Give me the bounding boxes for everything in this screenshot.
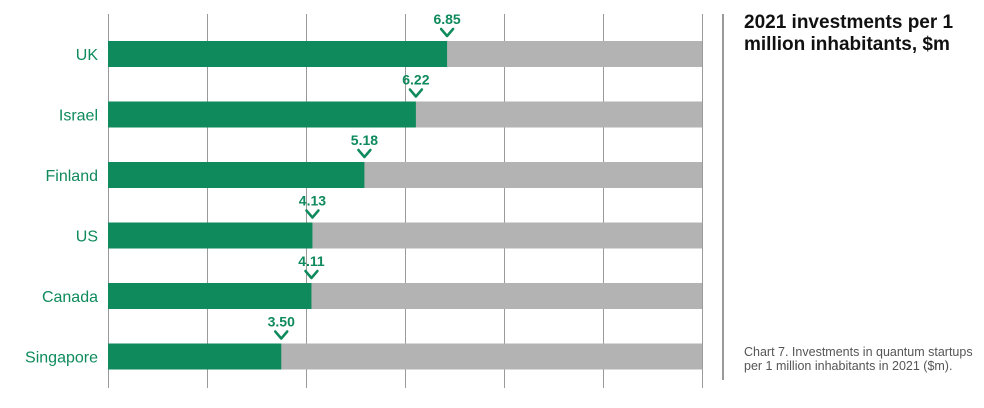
category-label: Singapore: [25, 350, 98, 367]
chart-title: 2021 investments per 1 million inhabitan…: [744, 12, 954, 55]
bars: [108, 41, 702, 370]
bar: [108, 162, 365, 188]
value-label: 6.22: [402, 72, 429, 88]
value-marker-chevron: [439, 27, 455, 38]
category-label: Finland: [46, 168, 98, 185]
value-marker-chevron: [357, 148, 372, 159]
bar: [108, 41, 448, 67]
value-label: 3.50: [268, 314, 295, 330]
category-label: Canada: [42, 289, 98, 306]
value-label: 5.18: [351, 132, 378, 148]
category-label: UK: [76, 47, 99, 64]
value-marker-chevron: [274, 330, 289, 340]
bar: [108, 283, 312, 309]
bar: [108, 101, 416, 128]
category-label: Israel: [59, 108, 98, 125]
value-marker-chevron: [305, 209, 320, 219]
grid-lines: [108, 14, 703, 388]
labels: UK 6.85 Israel 6.22 Finland 5.18 US 4.13 Canada 4…: [25, 11, 461, 367]
divider-line: [722, 14, 724, 380]
value-marker-chevron: [304, 269, 319, 280]
value-marker-chevron: [408, 88, 424, 98]
value-label: 4.13: [299, 193, 326, 209]
category-label: US: [76, 229, 98, 246]
bar-chart: UK 6.85 Israel 6.22 Finland 5.18 US 4.13 Canada 4…: [25, 11, 703, 388]
value-label: 4.11: [298, 253, 325, 269]
value-label: 6.85: [433, 11, 460, 27]
bar: [108, 343, 282, 370]
chart-caption: Chart 7. Investments in quantum startups…: [744, 345, 973, 373]
bar: [108, 222, 313, 249]
